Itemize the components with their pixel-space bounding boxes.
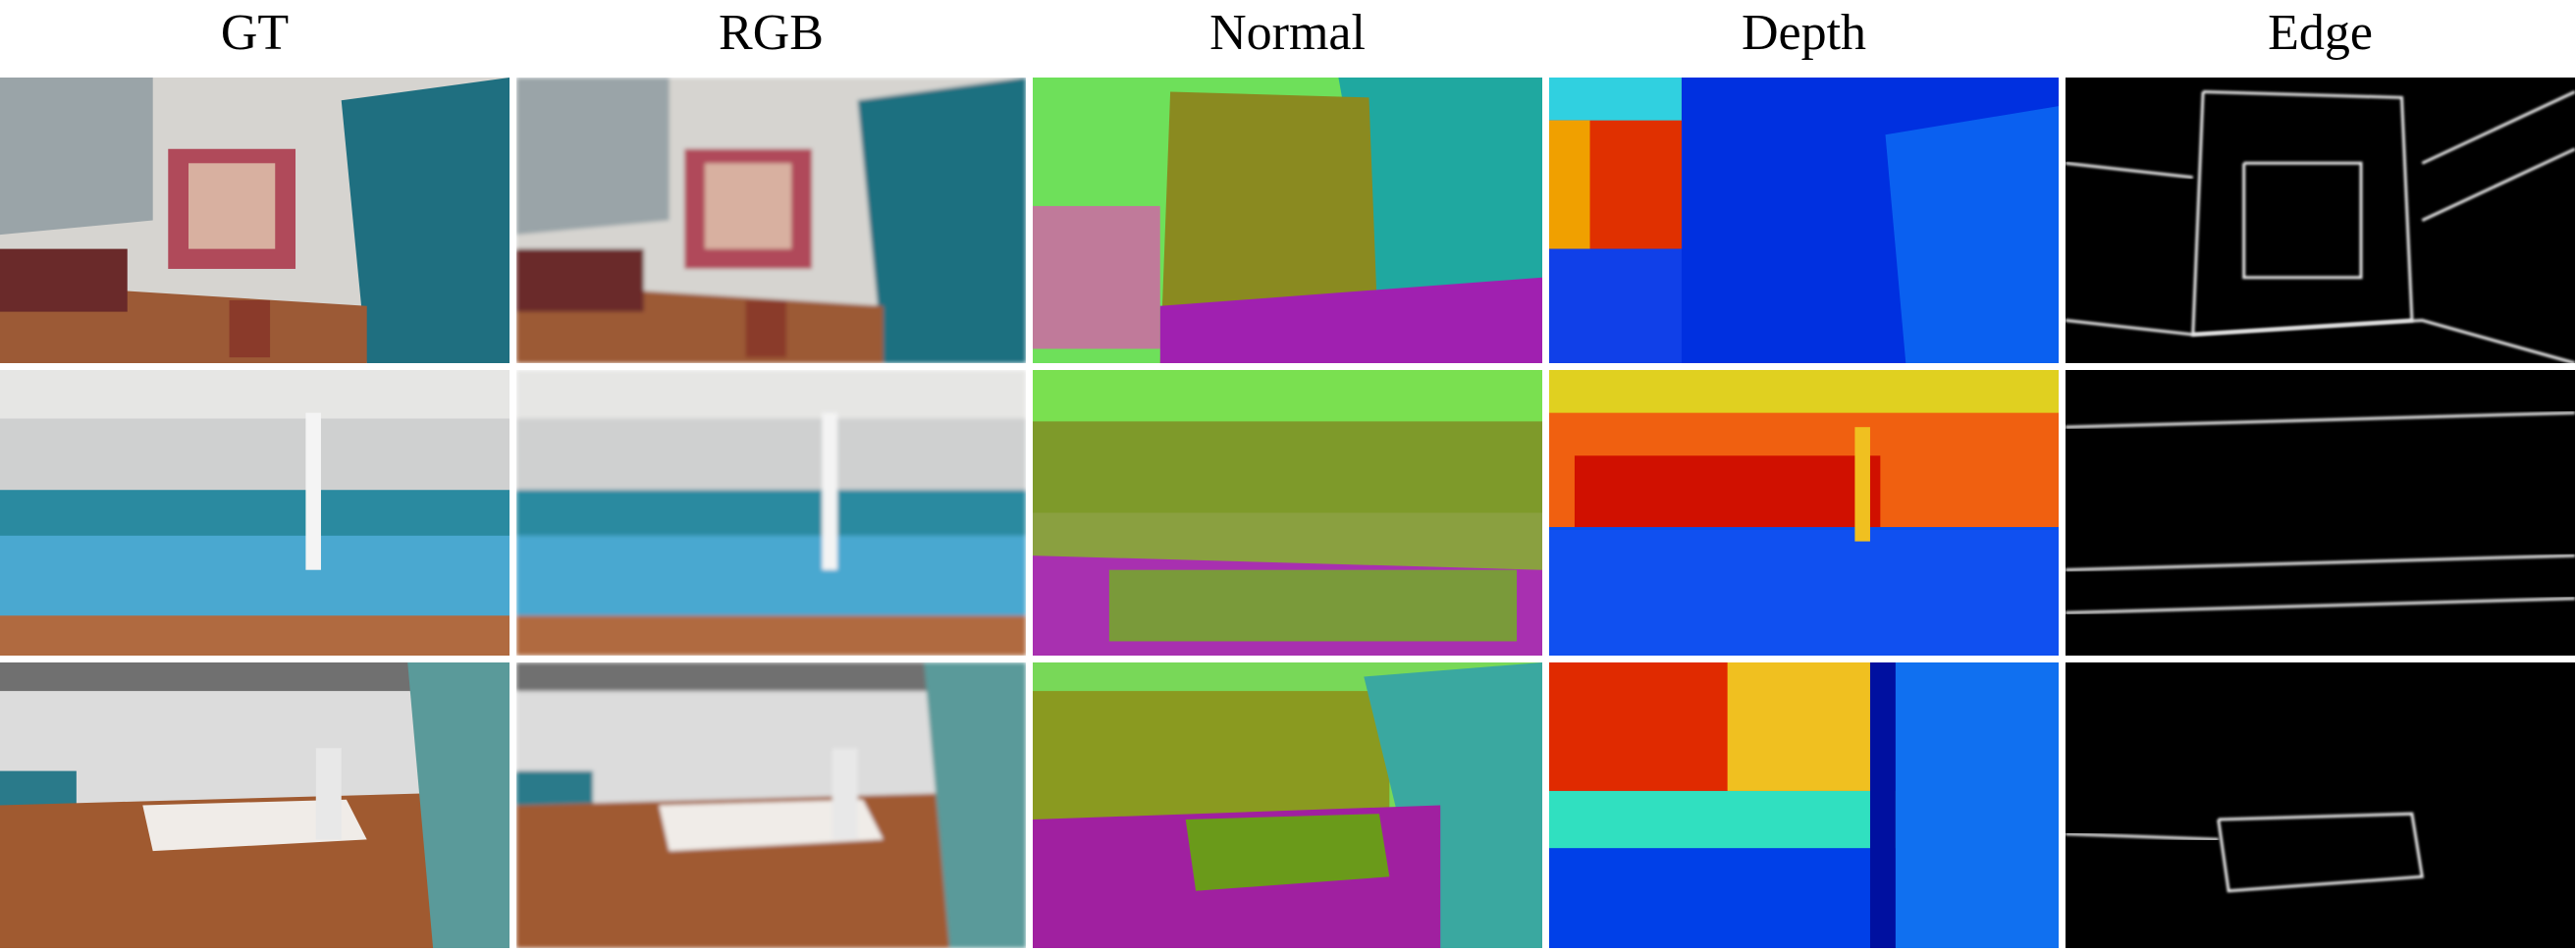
column-header: Edge [2268,5,2373,61]
region [1549,790,1906,849]
region [705,163,792,249]
region [1033,205,1160,349]
panel-content [1033,662,1542,948]
edge-line [2242,161,2363,280]
panel-content [1033,78,1542,363]
panel-content [0,78,510,363]
region [188,163,276,249]
region [516,418,1026,497]
region [1549,529,2059,656]
region [516,791,1026,948]
region [659,799,884,852]
region [1033,421,1542,522]
panel-content [516,662,1026,948]
region [142,799,367,852]
image-panel [1033,78,1542,363]
column-header: Depth [1742,5,1866,61]
edge-line [2066,318,2575,363]
region [1885,106,2059,363]
region [341,78,510,363]
image-panel [1549,662,2059,948]
image-panel [2066,78,2575,363]
region [0,791,510,948]
image-panel [1033,370,1542,656]
region [305,412,321,570]
edge-line [2421,90,2575,165]
region [1574,455,1881,528]
panel-content [0,662,510,948]
edge-line [2066,597,2575,614]
region [1869,662,1896,948]
panel-content [0,370,510,656]
region [0,248,128,312]
edge-line [2066,411,2575,429]
image-panel [1033,662,1542,948]
region [822,412,837,570]
region [516,535,1026,622]
panel-content [2066,662,2575,948]
region [0,78,153,236]
image-panel [516,662,1026,948]
region [745,299,787,358]
region [1159,277,1542,363]
region [407,662,510,948]
region [0,418,510,497]
region [516,78,670,236]
region [1364,662,1542,948]
edge-line [2066,832,2219,841]
region [1895,662,2059,948]
panel-content [1549,662,2059,948]
region [1185,814,1390,891]
region [0,615,510,656]
edge-line [2066,554,2575,572]
region [1549,120,1590,249]
column-header: Normal [1209,5,1366,61]
region [1549,78,1682,121]
region [1727,662,1881,791]
edge-line [2217,812,2425,893]
region [0,535,510,622]
image-panel [2066,662,2575,948]
panel-content [2066,370,2575,656]
region [924,662,1026,948]
image-panel [1549,78,2059,363]
edge-background [2066,78,2575,363]
image-panel [0,370,510,656]
region [832,748,858,840]
region [516,615,1026,656]
image-panel [516,370,1026,656]
region [0,770,77,806]
image-panel [1549,370,2059,656]
panel-content [2066,78,2575,363]
region [229,299,271,358]
panel-content [516,78,1026,363]
image-panel [516,78,1026,363]
edge-line [2066,161,2193,180]
image-panel [0,78,510,363]
edge-line [2421,147,2575,222]
region [1033,691,1390,820]
region [857,78,1026,363]
column-header: GT [221,5,289,61]
region [1854,427,1870,542]
panel-content [1549,78,2059,363]
region [516,248,644,312]
image-panel [2066,370,2575,656]
region [1549,248,1682,363]
panel-content [516,370,1026,656]
region [516,770,593,806]
panel-content [1033,370,1542,656]
image-panel [0,662,510,948]
column-header: RGB [719,5,824,61]
region [315,748,342,840]
region [1108,569,1518,642]
panel-content [1549,370,2059,656]
